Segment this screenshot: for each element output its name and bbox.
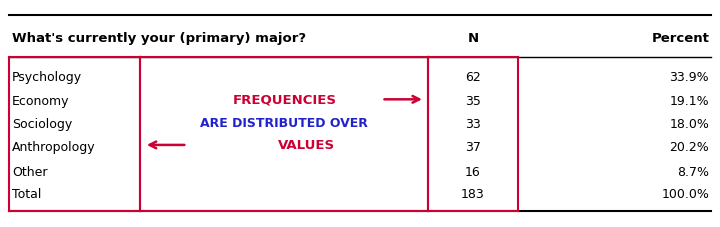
Text: N: N bbox=[467, 32, 479, 45]
Text: ARE DISTRIBUTED OVER: ARE DISTRIBUTED OVER bbox=[200, 116, 369, 129]
Text: Other: Other bbox=[12, 165, 48, 178]
Text: Anthropology: Anthropology bbox=[12, 140, 96, 153]
Text: 16: 16 bbox=[465, 165, 481, 178]
Text: Sociology: Sociology bbox=[12, 117, 73, 130]
Text: 20.2%: 20.2% bbox=[670, 140, 709, 153]
Text: 183: 183 bbox=[462, 188, 485, 201]
Text: 33: 33 bbox=[465, 117, 481, 130]
Text: Total: Total bbox=[12, 188, 42, 201]
Text: 8.7%: 8.7% bbox=[678, 165, 709, 178]
Text: Psychology: Psychology bbox=[12, 71, 82, 84]
Text: 62: 62 bbox=[465, 71, 481, 84]
Text: 19.1%: 19.1% bbox=[670, 94, 709, 108]
Text: What's currently your (primary) major?: What's currently your (primary) major? bbox=[12, 32, 307, 45]
Text: FREQUENCIES: FREQUENCIES bbox=[233, 93, 336, 106]
Text: Economy: Economy bbox=[12, 94, 70, 108]
Text: 18.0%: 18.0% bbox=[670, 117, 709, 130]
Text: 37: 37 bbox=[465, 140, 481, 153]
Text: Percent: Percent bbox=[652, 32, 709, 45]
Text: VALUES: VALUES bbox=[277, 139, 335, 152]
Text: 100.0%: 100.0% bbox=[662, 188, 709, 201]
Text: 33.9%: 33.9% bbox=[670, 71, 709, 84]
Text: 35: 35 bbox=[465, 94, 481, 108]
